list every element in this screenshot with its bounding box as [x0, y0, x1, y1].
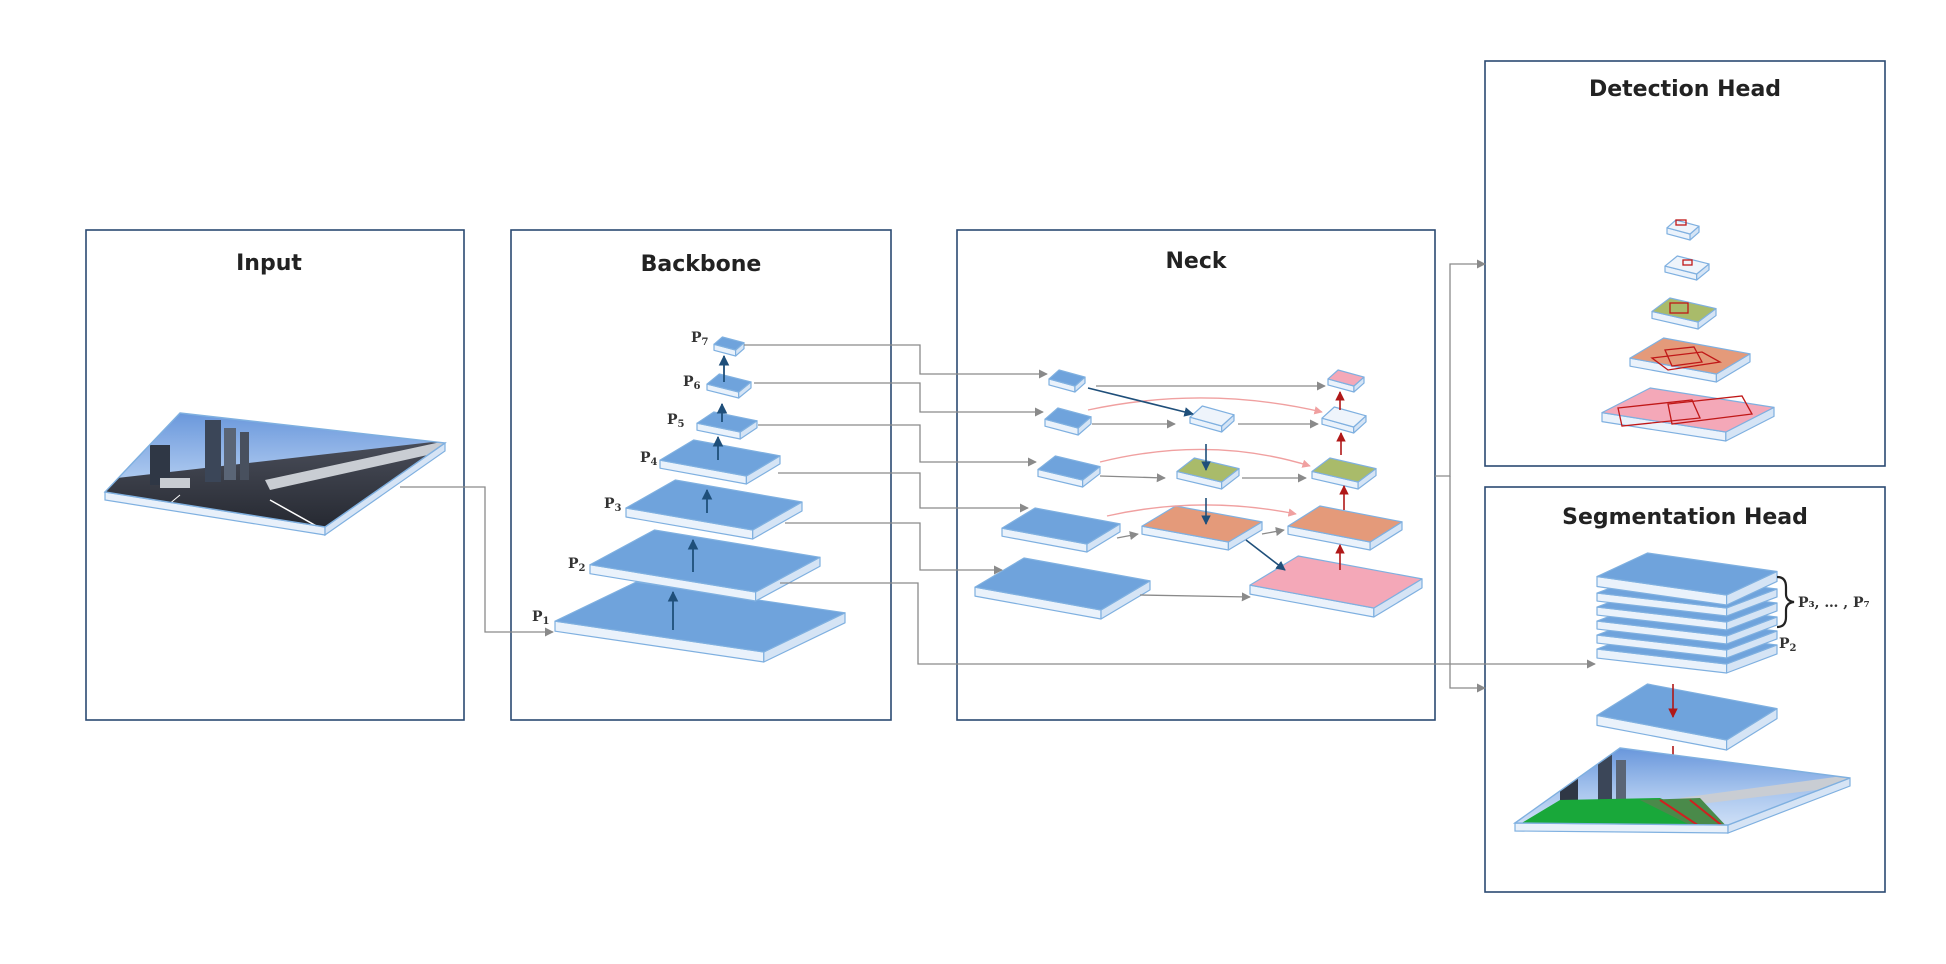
- neck-out-3: [1311, 457, 1377, 490]
- neck-out-1: [1327, 369, 1365, 393]
- connectors: [400, 259, 1596, 693]
- neck-lateral-5: [974, 557, 1151, 620]
- neck-lateral-4: [1001, 507, 1121, 553]
- brace-icon: [1776, 575, 1795, 629]
- segmentation-fused-map: [1596, 683, 1778, 751]
- level-label-p7: P7: [691, 330, 709, 348]
- neck-out-5: [1249, 555, 1423, 618]
- level-label-p6: P6: [683, 374, 701, 392]
- neck-lateral-3: [1037, 455, 1101, 488]
- backbone-title: Backbone: [641, 252, 762, 277]
- feature-map-p4: [659, 439, 781, 485]
- detection-box: [1617, 399, 1701, 427]
- backbone-up-arrows: [667, 354, 730, 630]
- backbone-pyramid: [554, 336, 846, 663]
- detection-map-3: [1651, 297, 1717, 330]
- neck-topdown-1: [1189, 405, 1235, 433]
- feature-map-p3: [625, 479, 803, 540]
- neck-title: Neck: [1165, 249, 1227, 274]
- detection-map-5: [1601, 387, 1775, 442]
- stack-label-p2: P2: [1779, 636, 1797, 654]
- detection-box: [1669, 302, 1689, 314]
- level-label-p2: P2: [568, 556, 586, 574]
- detection-head-title: Detection Head: [1589, 77, 1781, 102]
- detection-map-1: [1666, 219, 1700, 241]
- neck-lateral-2: [1044, 407, 1092, 436]
- segmentation-head-title: Segmentation Head: [1562, 505, 1808, 530]
- neck-out-4: [1287, 505, 1403, 551]
- feature-map-p7: [713, 336, 745, 357]
- neck-lateral-1: [1048, 369, 1086, 393]
- feature-map-p5: [696, 411, 758, 440]
- detection-box: [1664, 346, 1704, 367]
- detection-box: [1650, 351, 1722, 371]
- neck-out-2: [1321, 406, 1367, 434]
- stack-label-p3-p7: P₃, … , P₇: [1798, 595, 1870, 611]
- neck-internal-arrows: [1087, 381, 1349, 602]
- neck-feature-maps: [974, 369, 1423, 620]
- level-label-p1: P1: [532, 609, 550, 627]
- neck-topdown-2: [1176, 457, 1240, 490]
- level-label-p3: P3: [604, 496, 622, 514]
- segmentation-stack-layer-6: [1596, 552, 1778, 606]
- detection-head-maps: [1601, 219, 1775, 442]
- input-title: Input: [236, 251, 302, 276]
- detection-box: [1675, 219, 1687, 226]
- detection-box: [1667, 395, 1754, 425]
- segmentation-stack: [1596, 552, 1778, 674]
- feature-map-p1: [554, 581, 846, 663]
- level-label-p5: P5: [667, 412, 685, 430]
- feature-map-p6: [706, 373, 752, 399]
- detection-box: [1682, 259, 1693, 266]
- detection-map-4: [1629, 337, 1751, 383]
- level-label-p4: P4: [640, 450, 658, 468]
- feature-map-p2: [589, 529, 821, 602]
- detection-boxes: [1617, 219, 1754, 427]
